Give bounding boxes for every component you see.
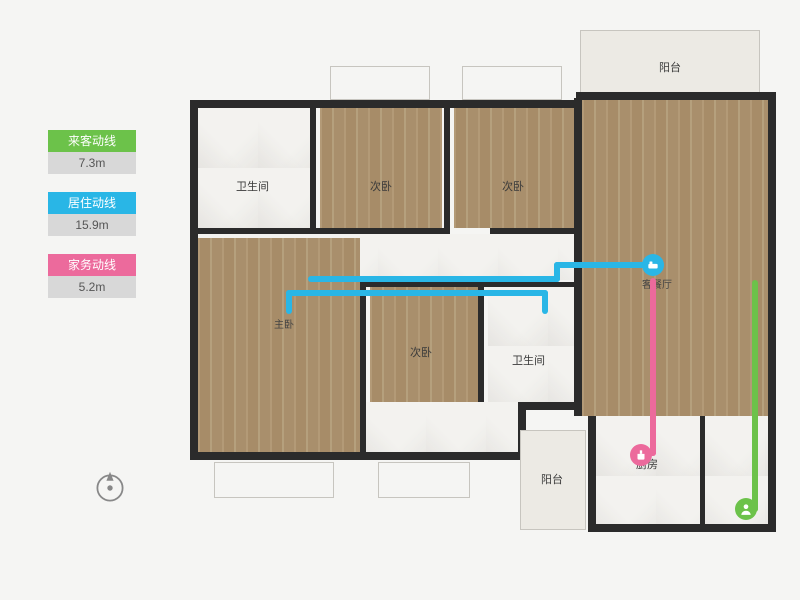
bedroom-secondary-3: 次卧	[370, 286, 478, 402]
bedroom-secondary-2: 次卧	[454, 108, 574, 228]
wall	[484, 282, 576, 287]
wall	[310, 108, 316, 234]
wall	[366, 282, 484, 287]
hallway-2	[366, 402, 518, 452]
room-label: 次卧	[410, 344, 432, 360]
legend-value: 15.9m	[48, 214, 136, 236]
path-resident	[554, 262, 650, 268]
wall	[198, 228, 450, 234]
bedroom-secondary-1: 次卧	[320, 108, 442, 228]
room-label: 次卧	[502, 178, 524, 194]
balcony-bottom: 阳台	[520, 430, 586, 530]
kitchen: 厨房	[596, 416, 700, 524]
room-label: 阳台	[541, 471, 563, 487]
path-resident	[286, 290, 548, 296]
compass-icon	[92, 470, 128, 506]
balcony-top: 阳台	[580, 30, 760, 96]
wall	[490, 228, 576, 234]
room-label: 卫生间	[236, 178, 269, 194]
legend-title: 居住动线	[48, 192, 136, 214]
path-visitor	[752, 280, 758, 512]
floor-plan: 阳台 卫生间 次卧 次卧 次卧 卫生间 厨房	[190, 30, 780, 570]
wall	[190, 100, 198, 460]
bathroom-1: 卫生间	[198, 108, 310, 228]
wall	[576, 92, 776, 100]
balcony-outline	[378, 462, 470, 498]
legend-item-chore: 家务动线 5.2m	[48, 254, 136, 298]
marker-chore-icon	[630, 444, 652, 466]
room-label: 次卧	[370, 178, 392, 194]
wall	[588, 524, 776, 532]
balcony-outline	[462, 66, 562, 100]
marker-resident-icon	[642, 254, 664, 276]
legend-item-visitor: 来客动线 7.3m	[48, 130, 136, 174]
legend-value: 5.2m	[48, 276, 136, 298]
balcony-outline	[330, 66, 430, 100]
balcony-outline	[214, 462, 334, 498]
room-label: 卫生间	[512, 352, 545, 368]
marker-visitor-icon	[735, 498, 757, 520]
wall	[190, 452, 526, 460]
legend-value: 7.3m	[48, 152, 136, 174]
wall	[478, 282, 484, 408]
bathroom-2: 卫生间	[488, 286, 574, 402]
path-chore	[650, 278, 656, 456]
legend-item-resident: 居住动线 15.9m	[48, 192, 136, 236]
wall	[190, 100, 578, 108]
wall	[588, 402, 596, 532]
living-dining	[582, 100, 768, 416]
master-bedroom	[198, 238, 360, 452]
wall	[444, 108, 450, 234]
room-label: 阳台	[659, 59, 681, 75]
path-resident	[308, 276, 560, 282]
legend: 来客动线 7.3m 居住动线 15.9m 家务动线 5.2m	[48, 130, 136, 316]
wall	[768, 92, 776, 532]
legend-title: 家务动线	[48, 254, 136, 276]
legend-title: 来客动线	[48, 130, 136, 152]
path-resident	[542, 290, 548, 314]
wall	[574, 98, 582, 416]
